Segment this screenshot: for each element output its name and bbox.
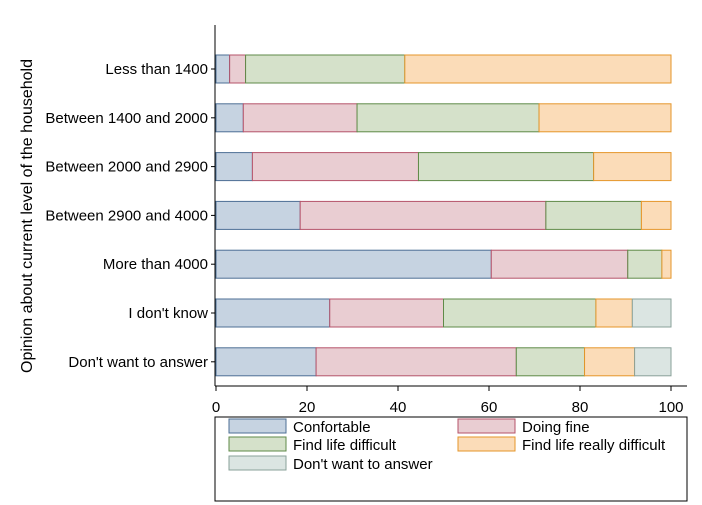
legend-label-confortable: Confortable xyxy=(293,419,371,436)
bar-don-t-want-to-answer-find-life-difficult xyxy=(515,347,586,377)
bar-more-than-4000-find-life-really-difficult xyxy=(661,249,672,279)
bar-don-t-want-to-answer-confortable xyxy=(215,347,317,377)
x-tick-label: 20 xyxy=(299,399,316,416)
x-tick-label: 0 xyxy=(212,399,220,416)
bar-i-don-t-know-find-life-difficult xyxy=(443,298,597,328)
legend-swatch-confortable xyxy=(228,418,287,434)
x-tick-label: 60 xyxy=(481,399,498,416)
bar-less-than-1400-doing-fine xyxy=(229,54,247,84)
legend-box xyxy=(214,416,688,502)
bar-i-don-t-know-find-life-really-difficult xyxy=(595,298,633,328)
legend-label-find-life-difficult: Find life difficult xyxy=(293,437,397,454)
x-tick-label: 80 xyxy=(572,399,589,416)
category-label: I don't know xyxy=(128,305,208,322)
category-label: Between 2000 and 2900 xyxy=(45,159,208,176)
bar-between-1400-and-2000-find-life-really-difficult xyxy=(538,103,672,133)
legend: Confortable Doing fine Find life difficult… xyxy=(214,416,688,502)
legend-label-find-life-really-difficult: Find life really difficult xyxy=(522,437,666,454)
bar-more-than-4000-doing-fine xyxy=(490,249,629,279)
bar-less-than-1400-find-life-difficult xyxy=(245,54,406,84)
bar-between-1400-and-2000-confortable xyxy=(215,103,244,133)
x-axis: 0 20 40 60 80 100 xyxy=(212,25,687,416)
legend-swatch-doing-fine xyxy=(457,418,516,434)
bar-between-2900-and-4000-doing-fine xyxy=(299,200,547,230)
bar-between-2900-and-4000-find-life-really-difficult xyxy=(640,200,672,230)
legend-swatch-don-t-want-to-answer xyxy=(228,455,287,471)
bar-between-2900-and-4000-find-life-difficult xyxy=(545,200,642,230)
bar-i-don-t-know-confortable xyxy=(215,298,331,328)
legend-label-doing-fine: Doing fine xyxy=(522,419,590,436)
category-label: Don't want to answer xyxy=(68,354,208,371)
x-tick-label: 40 xyxy=(390,399,407,416)
category-label: Between 2900 and 4000 xyxy=(45,207,208,224)
category-label: Less than 1400 xyxy=(105,61,208,78)
x-tick-label: 100 xyxy=(658,399,683,416)
legend-swatch-find-life-difficult xyxy=(228,436,287,452)
legend-label-don-t-want-to-answer: Don't want to answer xyxy=(293,456,433,473)
bar-don-t-want-to-answer-find-life-really-difficult xyxy=(584,347,636,377)
category-label: More than 4000 xyxy=(103,256,208,273)
bar-between-2000-and-2900-find-life-difficult xyxy=(417,152,595,182)
bar-between-2000-and-2900-doing-fine xyxy=(251,152,419,182)
bar-don-t-want-to-answer-don-t-want-to-answer xyxy=(634,347,672,377)
bar-between-1400-and-2000-find-life-difficult xyxy=(356,103,540,133)
bars-group xyxy=(215,54,672,377)
bar-i-don-t-know-don-t-want-to-answer xyxy=(631,298,672,328)
bar-between-2000-and-2900-confortable xyxy=(215,152,253,182)
y-axis-label: Opinion about current level of the house… xyxy=(19,59,36,373)
bar-between-1400-and-2000-doing-fine xyxy=(242,103,358,133)
bar-more-than-4000-find-life-difficult xyxy=(627,249,663,279)
bar-between-2900-and-4000-confortable xyxy=(215,200,301,230)
bar-less-than-1400-confortable xyxy=(215,54,231,84)
category-label: Between 1400 and 2000 xyxy=(45,110,208,127)
bar-don-t-want-to-answer-doing-fine xyxy=(315,347,517,377)
bar-between-2000-and-2900-find-life-really-difficult xyxy=(593,152,672,182)
bar-less-than-1400-find-life-really-difficult xyxy=(404,54,672,84)
legend-swatch-find-life-really-difficult xyxy=(457,436,516,452)
category-labels: Less than 1400 Between 1400 and 2000 Betwe… xyxy=(45,61,215,371)
bar-more-than-4000-confortable xyxy=(215,249,492,279)
bar-i-don-t-know-doing-fine xyxy=(329,298,444,328)
